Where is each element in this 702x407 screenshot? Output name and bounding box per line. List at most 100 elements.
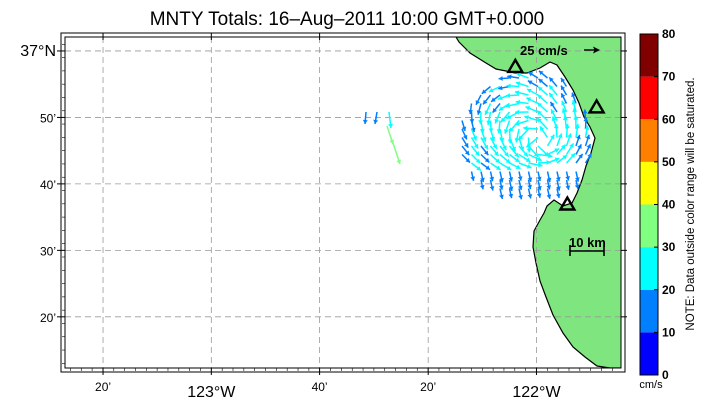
current-vector bbox=[526, 88, 539, 96]
current-vector-head bbox=[465, 158, 471, 163]
current-vector bbox=[494, 111, 501, 124]
current-vector bbox=[538, 70, 548, 79]
current-vector-head bbox=[506, 83, 511, 89]
current-vector-head bbox=[481, 89, 487, 94]
current-vector-head bbox=[498, 76, 503, 81]
current-vector bbox=[556, 133, 563, 147]
current-vector bbox=[498, 85, 510, 91]
current-vector bbox=[527, 80, 539, 88]
current-vector bbox=[505, 93, 520, 98]
x-axis: 20’ 123°W 40’ 20’ 122°W bbox=[70, 33, 613, 401]
colorbar-segment bbox=[640, 332, 658, 375]
current-vector-head bbox=[516, 72, 522, 78]
current-vector-head bbox=[396, 159, 402, 164]
current-vector bbox=[523, 125, 539, 131]
current-vector-head bbox=[554, 157, 560, 162]
current-vector bbox=[518, 162, 532, 169]
current-vector bbox=[537, 86, 548, 96]
current-vector-head bbox=[537, 118, 542, 123]
current-vector bbox=[560, 85, 568, 96]
y-tick-label: 37°N bbox=[20, 43, 56, 60]
current-vector-head bbox=[495, 165, 501, 170]
current-vector-head bbox=[373, 119, 379, 124]
current-vector-head bbox=[576, 134, 581, 140]
current-vector bbox=[498, 179, 504, 190]
current-vector-head bbox=[480, 177, 485, 183]
colorbar-tick-label: 50 bbox=[662, 155, 676, 169]
current-vector-head bbox=[523, 151, 528, 157]
current-vector-head bbox=[505, 103, 511, 108]
current-vector bbox=[508, 137, 517, 152]
current-vector-head bbox=[505, 93, 511, 98]
current-vector bbox=[518, 153, 531, 163]
current-vector-head bbox=[551, 116, 557, 122]
current-vector bbox=[509, 153, 521, 163]
current-vector-head bbox=[584, 125, 590, 130]
current-vector bbox=[492, 103, 501, 114]
current-vector bbox=[518, 128, 530, 141]
current-vector-head bbox=[560, 85, 566, 91]
current-vector-head bbox=[555, 176, 561, 182]
current-vector-head bbox=[546, 185, 552, 190]
current-vector bbox=[528, 153, 542, 162]
current-vector-head bbox=[582, 109, 588, 114]
current-vector-head bbox=[518, 194, 523, 200]
current-vector bbox=[489, 128, 496, 142]
current-vector bbox=[498, 76, 510, 81]
current-vector-head bbox=[508, 193, 514, 199]
colorbar-segment bbox=[640, 204, 658, 248]
current-vector bbox=[548, 84, 558, 96]
current-vector-head bbox=[498, 106, 504, 111]
current-vector bbox=[508, 179, 514, 192]
current-vector bbox=[536, 110, 549, 122]
current-vector-head bbox=[505, 158, 511, 164]
current-vector-head bbox=[557, 133, 563, 139]
colorbar-segment bbox=[640, 161, 658, 205]
current-vector bbox=[506, 83, 520, 89]
current-vector-head bbox=[490, 136, 496, 142]
current-vector bbox=[546, 171, 552, 183]
current-vector bbox=[555, 171, 561, 182]
current-vector-head bbox=[472, 135, 477, 141]
map-plot-area: 25 cm/s 10 km 20’ 123°W 40’ 20’ 122°W 37°N 50… bbox=[20, 32, 627, 401]
current-vector-head bbox=[515, 99, 521, 105]
colorbar-tick-label: 70 bbox=[662, 70, 676, 84]
current-vector bbox=[489, 153, 501, 164]
current-vector bbox=[514, 119, 529, 126]
current-vector-head bbox=[561, 144, 566, 150]
current-vector bbox=[561, 100, 568, 113]
current-vector-head bbox=[485, 165, 491, 170]
current-vector-head bbox=[470, 127, 476, 133]
current-vector-head bbox=[464, 142, 469, 148]
current-vector bbox=[584, 153, 593, 164]
y-axis: 37°N 50’ 40’ 30’ 20’ bbox=[20, 43, 627, 364]
current-vector-head bbox=[491, 97, 496, 102]
current-vector-head bbox=[514, 157, 520, 163]
current-vector bbox=[499, 162, 512, 171]
current-vector bbox=[488, 85, 501, 93]
reference-vector-label: 25 cm/s bbox=[520, 43, 568, 58]
colorbar-segment bbox=[640, 247, 658, 290]
current-vector bbox=[584, 143, 592, 155]
y-tick-label: 20’ bbox=[40, 311, 56, 325]
current-vector-head bbox=[578, 153, 583, 159]
current-vector bbox=[515, 99, 529, 105]
current-vector bbox=[564, 123, 570, 138]
current-vector bbox=[490, 162, 502, 171]
current-vector-head bbox=[560, 77, 566, 83]
current-vector bbox=[461, 120, 467, 132]
current-vector bbox=[499, 171, 504, 183]
current-vector-head bbox=[527, 88, 532, 94]
current-vector-head bbox=[546, 177, 552, 183]
current-vector-head bbox=[462, 134, 468, 140]
current-vector bbox=[546, 188, 552, 200]
current-vector-head bbox=[549, 85, 554, 90]
current-vector-head bbox=[526, 142, 532, 148]
current-vector bbox=[468, 103, 474, 115]
current-vector bbox=[517, 171, 523, 181]
current-vector-head bbox=[475, 158, 481, 164]
colorbar: 0 10 20 30 40 50 60 70 80 cm/s NOTE: Data outsid… bbox=[639, 27, 697, 391]
current-vector-head bbox=[526, 164, 532, 169]
current-vector bbox=[489, 171, 495, 182]
